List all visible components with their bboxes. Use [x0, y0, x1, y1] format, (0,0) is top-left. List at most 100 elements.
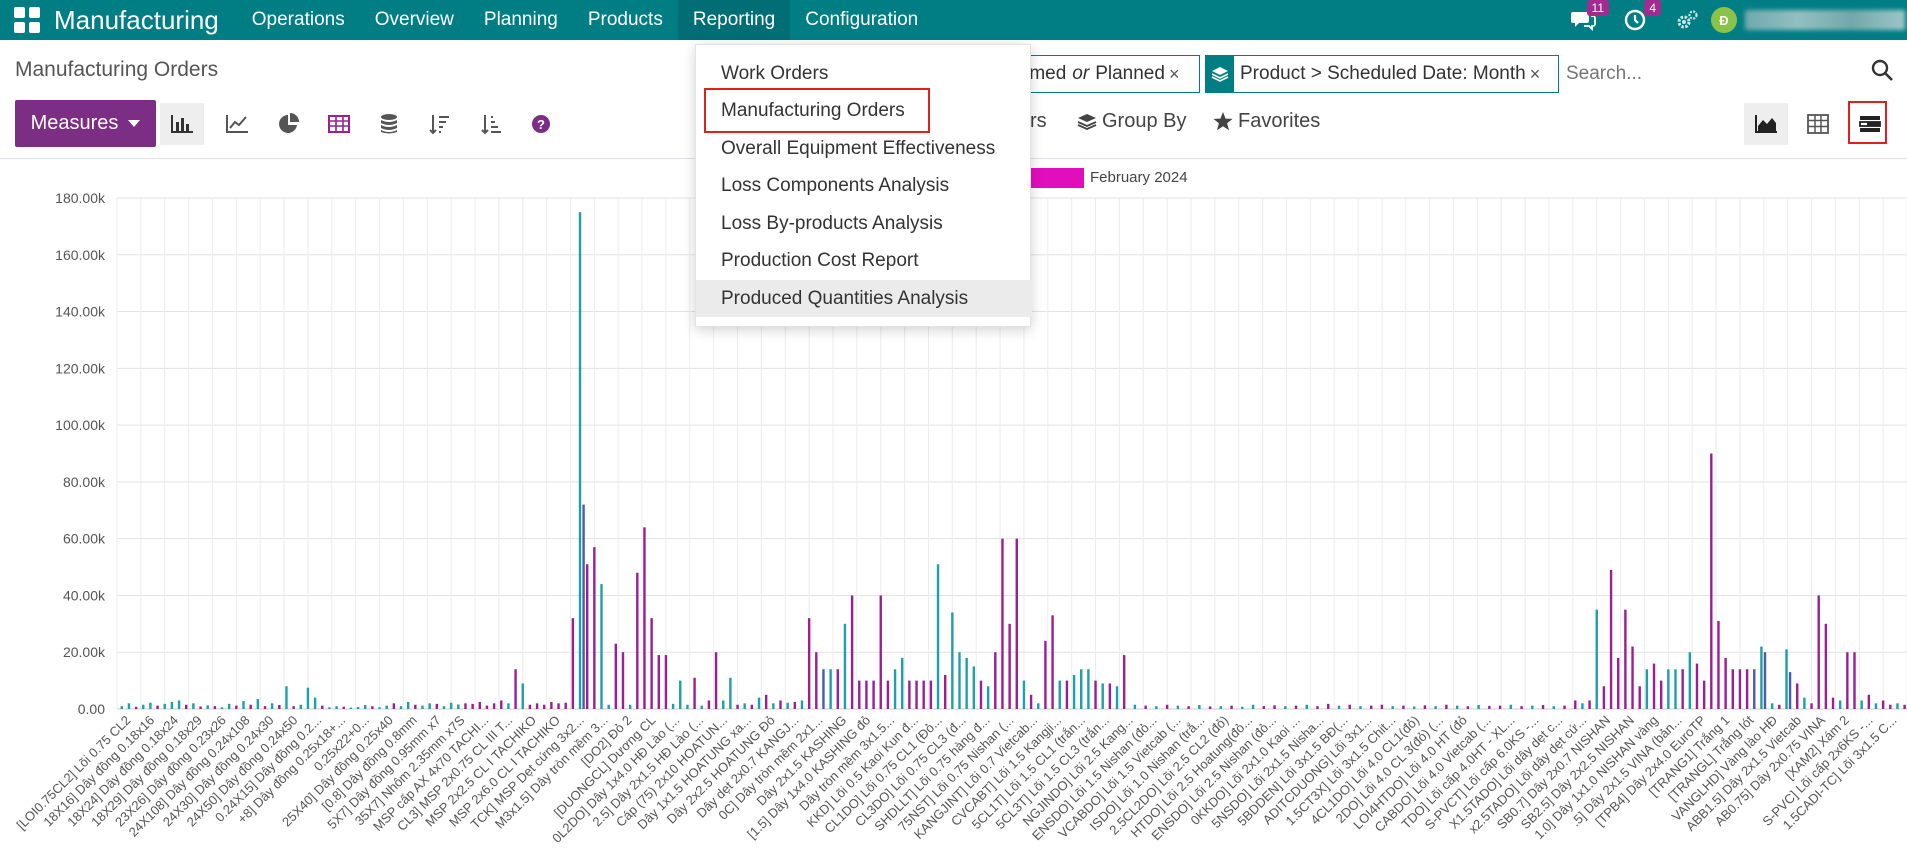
chart-bar[interactable]: [406, 701, 410, 709]
chart-bar[interactable]: [528, 704, 532, 709]
filters-toggle-partial[interactable]: rs: [1030, 110, 1047, 133]
chart-bar[interactable]: [1724, 657, 1727, 709]
settings-gears-icon[interactable]: [1667, 0, 1707, 40]
chart-bar[interactable]: [385, 705, 388, 709]
chart-bar[interactable]: [643, 527, 646, 709]
stacked-button[interactable]: [367, 103, 411, 145]
chart-bar[interactable]: [500, 700, 503, 709]
chart-bar[interactable]: [1624, 609, 1627, 709]
chart-bar[interactable]: [170, 701, 174, 709]
chart-bar[interactable]: [1803, 697, 1806, 709]
chart-bar[interactable]: [1896, 703, 1899, 709]
chart-bar[interactable]: [1881, 700, 1885, 709]
chart-bar[interactable]: [1778, 704, 1781, 709]
chart-bar[interactable]: [800, 700, 804, 709]
chart-bar[interactable]: [736, 704, 739, 709]
menu-products[interactable]: Products: [587, 9, 663, 30]
chart-bar[interactable]: [156, 705, 159, 709]
chart-bar[interactable]: [650, 618, 653, 709]
chart-bar[interactable]: [979, 680, 983, 709]
chart-bar[interactable]: [1688, 652, 1692, 709]
help-button[interactable]: ?: [519, 103, 563, 145]
chart-bar[interactable]: [1817, 595, 1820, 709]
chart-bar[interactable]: [1241, 706, 1244, 709]
chart-bar[interactable]: [722, 700, 725, 709]
chart-bar[interactable]: [1541, 705, 1545, 709]
chart-bar[interactable]: [585, 564, 589, 709]
chart-bar[interactable]: [1738, 669, 1742, 709]
chart-bar[interactable]: [1133, 704, 1137, 709]
chart-bar[interactable]: [693, 677, 696, 709]
chart-bar[interactable]: [1674, 669, 1677, 709]
chart-bar[interactable]: [321, 705, 324, 709]
chart-bar[interactable]: [1838, 700, 1842, 709]
chart-bar[interactable]: [886, 680, 890, 709]
chart-bar[interactable]: [1659, 680, 1663, 709]
group-by-toggle[interactable]: Group By: [1077, 110, 1186, 133]
menu-operations[interactable]: Operations: [251, 9, 345, 30]
chart-bar[interactable]: [1273, 705, 1276, 709]
chart-bar[interactable]: [163, 703, 166, 709]
sort-ascending-button[interactable]: [469, 103, 513, 145]
chart-bar[interactable]: [235, 705, 238, 709]
chart-bar[interactable]: [986, 686, 990, 709]
chart-bar[interactable]: [492, 703, 496, 709]
chart-bar[interactable]: [543, 704, 546, 709]
chart-bar[interactable]: [1008, 623, 1011, 709]
chart-bar[interactable]: [1477, 705, 1480, 709]
chart-bar[interactable]: [1284, 706, 1287, 709]
remove-groupby-facet-icon[interactable]: ×: [1529, 63, 1541, 84]
menu-overview[interactable]: Overview: [374, 9, 454, 30]
chart-bar[interactable]: [779, 700, 782, 709]
menu-planning[interactable]: Planning: [483, 9, 558, 30]
chart-bar[interactable]: [1488, 705, 1491, 709]
chart-bar[interactable]: [1824, 623, 1828, 709]
chart-bar[interactable]: [1602, 686, 1606, 709]
chart-bar[interactable]: [249, 704, 252, 709]
remove-facet-icon[interactable]: ×: [1168, 63, 1180, 84]
favorites-toggle[interactable]: Favorites: [1213, 110, 1320, 133]
chart-bar[interactable]: [1638, 686, 1641, 709]
chart-bar[interactable]: [421, 705, 424, 709]
chart-bar[interactable]: [1860, 700, 1863, 709]
menu-item-work-orders[interactable]: Work Orders: [721, 63, 829, 84]
chart-bar[interactable]: [1348, 704, 1351, 709]
chart-bar[interactable]: [535, 703, 539, 709]
chart-bar[interactable]: [772, 703, 775, 709]
chart-bar[interactable]: [843, 623, 847, 709]
chart-bar[interactable]: [1631, 646, 1634, 709]
chart-bar[interactable]: [278, 705, 281, 709]
chart-bar[interactable]: [1595, 609, 1598, 709]
chart-bar[interactable]: [815, 652, 818, 709]
chart-bar[interactable]: [793, 701, 797, 709]
chart-bar[interactable]: [1763, 652, 1767, 709]
chart-bar[interactable]: [1101, 683, 1104, 709]
chart-bar[interactable]: [729, 677, 732, 709]
chart-bar[interactable]: [1176, 705, 1180, 709]
chart-bar[interactable]: [449, 702, 453, 709]
chart-bar[interactable]: [356, 707, 360, 709]
chart-bar[interactable]: [199, 706, 202, 709]
chart-bar[interactable]: [1187, 706, 1190, 709]
chart-bar[interactable]: [256, 699, 260, 709]
chart-bar[interactable]: [192, 703, 195, 709]
chart-bar[interactable]: [242, 701, 245, 709]
menu-configuration[interactable]: Configuration: [805, 9, 919, 30]
chart-bar[interactable]: [1208, 706, 1212, 709]
chart-bar[interactable]: [1785, 649, 1788, 709]
chart-bar[interactable]: [807, 618, 811, 709]
chart-bar[interactable]: [550, 701, 553, 709]
chart-bar[interactable]: [965, 657, 968, 709]
menu-item-produced-quantities-analysis[interactable]: Produced Quantities Analysis: [696, 280, 1032, 317]
chart-bar[interactable]: [671, 703, 675, 709]
bar-chart-button[interactable]: [160, 103, 204, 145]
chart-bar[interactable]: [614, 643, 618, 709]
graph-view-button[interactable]: [1744, 103, 1788, 145]
chart-bar[interactable]: [485, 705, 489, 709]
chart-bar[interactable]: [908, 680, 911, 709]
chart-bar[interactable]: [1122, 655, 1126, 709]
chart-bar[interactable]: [743, 703, 746, 709]
user-name-blurred[interactable]: [1745, 10, 1905, 30]
chart-bar[interactable]: [414, 704, 417, 709]
chart-bar[interactable]: [364, 705, 367, 709]
